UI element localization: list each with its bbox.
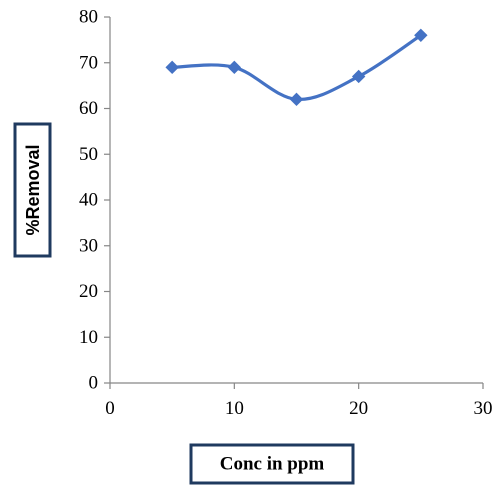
data-point-marker <box>227 60 242 75</box>
data-point-marker <box>289 92 304 107</box>
x-tick-label: 30 <box>474 398 493 419</box>
x-tick-label: 20 <box>349 398 368 419</box>
y-axis-label: %Removal <box>23 144 43 235</box>
y-tick-label: 0 <box>89 373 99 394</box>
x-tick-label: 0 <box>105 398 115 419</box>
x-axis-label: Conc in ppm <box>220 454 325 475</box>
y-axis-label-box: %Removal <box>13 122 52 258</box>
y-tick-label: 10 <box>79 327 98 348</box>
y-tick-label: 60 <box>79 98 98 119</box>
data-point-marker <box>414 28 428 43</box>
tick-labels: 0 10 20 30 40 50 60 70 80 0 10 20 30 <box>79 7 493 420</box>
data-point-marker <box>165 60 179 75</box>
y-tick-label: 20 <box>79 281 98 302</box>
x-tick-label: 10 <box>225 398 244 419</box>
y-tick-label: 70 <box>79 52 98 73</box>
y-tick-label: 30 <box>79 235 98 256</box>
data-point-marker <box>351 69 366 84</box>
y-tick-label: 80 <box>79 7 98 28</box>
x-axis-label-box: Conc in ppm <box>189 443 355 485</box>
series-layer <box>165 28 428 107</box>
y-tick-label: 40 <box>79 190 98 211</box>
axes <box>104 16 484 389</box>
series-line <box>170 33 423 101</box>
y-tick-label: 50 <box>79 144 98 165</box>
